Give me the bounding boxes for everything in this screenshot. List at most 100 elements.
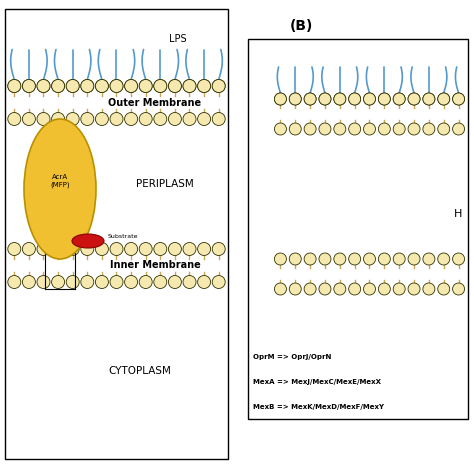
Circle shape — [198, 275, 210, 289]
Circle shape — [66, 80, 79, 92]
Circle shape — [154, 80, 167, 92]
Circle shape — [349, 253, 361, 265]
Circle shape — [168, 80, 182, 92]
Circle shape — [349, 93, 361, 105]
Circle shape — [274, 253, 286, 265]
Circle shape — [22, 275, 36, 289]
Circle shape — [95, 243, 109, 255]
Circle shape — [408, 253, 420, 265]
Circle shape — [364, 123, 375, 135]
Circle shape — [364, 93, 375, 105]
Text: (B): (B) — [290, 19, 313, 33]
Circle shape — [274, 93, 286, 105]
Circle shape — [438, 253, 450, 265]
Circle shape — [37, 80, 50, 92]
Circle shape — [438, 93, 450, 105]
Circle shape — [37, 243, 50, 255]
Circle shape — [408, 93, 420, 105]
Text: Outer Membrane: Outer Membrane — [109, 98, 201, 108]
Circle shape — [8, 80, 21, 92]
Circle shape — [125, 80, 137, 92]
Circle shape — [139, 275, 152, 289]
Circle shape — [378, 123, 391, 135]
Text: OprM => OprJ/OprN: OprM => OprJ/OprN — [253, 354, 331, 360]
Circle shape — [423, 123, 435, 135]
Circle shape — [453, 93, 465, 105]
Circle shape — [22, 80, 36, 92]
Circle shape — [183, 80, 196, 92]
Circle shape — [81, 80, 94, 92]
Circle shape — [198, 80, 210, 92]
Circle shape — [110, 112, 123, 126]
Circle shape — [183, 80, 196, 92]
Circle shape — [438, 93, 450, 105]
Text: H: H — [454, 209, 462, 219]
Circle shape — [212, 275, 225, 289]
Circle shape — [95, 80, 109, 92]
Circle shape — [139, 80, 152, 92]
Circle shape — [139, 243, 152, 255]
Circle shape — [37, 275, 50, 289]
Circle shape — [95, 80, 109, 92]
Circle shape — [274, 123, 286, 135]
Circle shape — [168, 80, 182, 92]
Circle shape — [110, 243, 123, 255]
Circle shape — [334, 123, 346, 135]
Circle shape — [212, 112, 225, 126]
Circle shape — [289, 283, 301, 295]
Circle shape — [349, 123, 361, 135]
Circle shape — [408, 93, 420, 105]
Circle shape — [212, 80, 225, 92]
Circle shape — [438, 283, 450, 295]
Text: MexA => MexJ/MexC/MexE/MexX: MexA => MexJ/MexC/MexE/MexX — [253, 379, 381, 385]
Bar — [5, 9, 228, 459]
Circle shape — [319, 283, 331, 295]
Circle shape — [139, 80, 152, 92]
Circle shape — [438, 123, 450, 135]
Ellipse shape — [24, 119, 96, 259]
Circle shape — [168, 275, 182, 289]
Circle shape — [304, 253, 316, 265]
Circle shape — [66, 275, 79, 289]
Circle shape — [423, 253, 435, 265]
Circle shape — [289, 93, 301, 105]
Circle shape — [393, 253, 405, 265]
Circle shape — [81, 80, 94, 92]
Circle shape — [52, 80, 64, 92]
Circle shape — [289, 123, 301, 135]
Circle shape — [274, 283, 286, 295]
Circle shape — [125, 275, 137, 289]
Circle shape — [95, 112, 109, 126]
Circle shape — [334, 93, 346, 105]
Circle shape — [22, 243, 36, 255]
Text: Substrate: Substrate — [108, 234, 138, 238]
Circle shape — [95, 275, 109, 289]
Circle shape — [22, 80, 36, 92]
Circle shape — [364, 283, 375, 295]
Text: PERIPLASM: PERIPLASM — [136, 179, 194, 189]
Circle shape — [81, 243, 94, 255]
Circle shape — [8, 275, 21, 289]
Circle shape — [319, 123, 331, 135]
Circle shape — [154, 275, 167, 289]
Circle shape — [168, 243, 182, 255]
Circle shape — [423, 283, 435, 295]
Text: Inner Membrane: Inner Membrane — [109, 261, 201, 271]
Circle shape — [453, 123, 465, 135]
Circle shape — [183, 243, 196, 255]
Circle shape — [52, 112, 64, 126]
Circle shape — [212, 243, 225, 255]
Circle shape — [198, 80, 210, 92]
Circle shape — [289, 253, 301, 265]
Text: LPS: LPS — [169, 34, 187, 44]
Circle shape — [378, 253, 391, 265]
Circle shape — [52, 275, 64, 289]
Circle shape — [8, 112, 21, 126]
Circle shape — [81, 275, 94, 289]
Circle shape — [408, 283, 420, 295]
Circle shape — [393, 93, 405, 105]
Circle shape — [154, 243, 167, 255]
Circle shape — [408, 123, 420, 135]
Circle shape — [274, 93, 286, 105]
Circle shape — [334, 253, 346, 265]
